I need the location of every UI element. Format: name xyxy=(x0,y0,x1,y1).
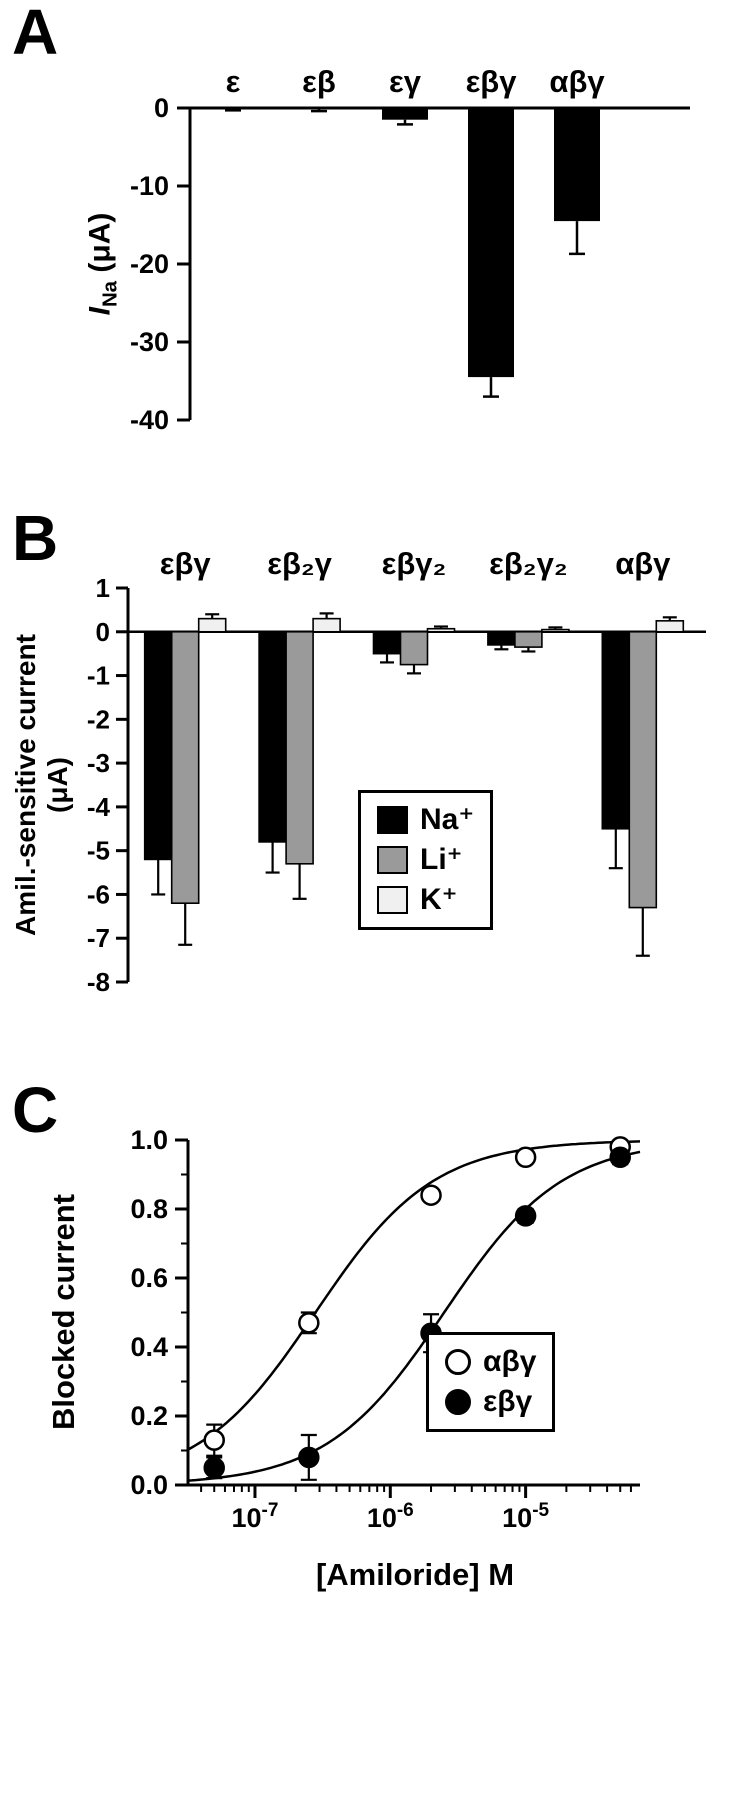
bar xyxy=(541,628,570,633)
y-tick-label: -2 xyxy=(87,704,110,734)
y-tick-label: -10 xyxy=(130,171,169,201)
group-label: εβ₂γ₂ xyxy=(489,546,567,581)
fit-curve xyxy=(187,1140,641,1451)
y-tick-label: -5 xyxy=(87,836,110,866)
y-tick-label: 1 xyxy=(96,573,110,603)
panel-c: C Blocked current 0.0 0.2 0.4 0.6 0.8 1.0 10-7… xyxy=(0,1060,740,1800)
y-tick-label: -20 xyxy=(130,249,169,279)
y-tick-label: 1.0 xyxy=(130,1125,168,1155)
bar xyxy=(468,108,514,378)
panel-a-letter: A xyxy=(12,0,59,68)
category-label: ε xyxy=(226,64,241,99)
filled-circle-marker xyxy=(203,1457,225,1479)
bar xyxy=(143,630,173,861)
y-tick-label: 0.0 xyxy=(130,1470,168,1500)
bar xyxy=(296,108,342,110)
y-tick-label: 0.8 xyxy=(130,1194,168,1224)
bar xyxy=(554,108,600,222)
category-label: εβγ xyxy=(466,64,518,99)
legend-item-na: Na⁺ xyxy=(377,805,474,835)
filled-circle-marker xyxy=(298,1446,320,1469)
y-tick-label: -3 xyxy=(87,748,110,778)
category-label: αβγ xyxy=(549,64,605,99)
bar xyxy=(197,617,227,633)
bar xyxy=(426,627,456,633)
li-color-swatch xyxy=(377,846,408,874)
open-circle-marker-icon xyxy=(445,1349,471,1375)
panel-a: A INa (μA) 0 -10 -20 -30 -40 ε εβ εγ εβγ αβγ xyxy=(0,0,740,500)
bar xyxy=(514,630,543,648)
group-label: εβγ₂ xyxy=(382,546,447,581)
na-color-swatch xyxy=(377,806,408,834)
x-tick-label: 10-6 xyxy=(367,1500,414,1533)
y-tick-label: 0.4 xyxy=(130,1332,168,1362)
y-tick-label: -7 xyxy=(87,923,110,953)
li-legend-label: Li⁺ xyxy=(420,843,463,876)
bar xyxy=(601,630,631,830)
y-tick-label: 0.2 xyxy=(130,1401,168,1431)
y-tick-label: -4 xyxy=(87,792,111,822)
bar xyxy=(312,617,341,633)
fit-curve xyxy=(187,1150,641,1482)
panel-c-letter: C xyxy=(12,1074,59,1146)
open-circle-marker xyxy=(203,1429,225,1451)
panel-c-plot: 0.0 0.2 0.4 0.6 0.8 1.0 10-7 10-6 10-5 xyxy=(130,1125,641,1533)
ebg-legend-label: εβγ xyxy=(483,1385,533,1418)
open-circle-marker xyxy=(514,1146,537,1168)
bar xyxy=(399,630,429,666)
bar xyxy=(372,630,402,655)
bar xyxy=(382,108,428,120)
group-label: εβγ xyxy=(160,546,212,581)
group-label: εβ₂γ xyxy=(267,546,332,581)
panel-b-legend: Na⁺ Li⁺ K⁺ xyxy=(358,790,494,930)
category-label: εγ xyxy=(389,64,422,99)
na-legend-label: Na⁺ xyxy=(420,803,475,836)
legend-item-k: K⁺ xyxy=(377,885,474,915)
filled-circle-marker-icon xyxy=(445,1389,471,1415)
panel-a-chart: 0 -10 -20 -30 -40 ε εβ εγ εβγ αβγ xyxy=(130,64,690,435)
y-tick-label: -40 xyxy=(130,405,169,435)
y-tick-label: -30 xyxy=(130,327,169,357)
panel-c-legend: αβγ εβγ xyxy=(426,1332,556,1432)
panel-b-letter: B xyxy=(12,502,59,574)
panel-c-x-axis-label: [Amiloride] M xyxy=(315,1557,515,1592)
open-circle-marker xyxy=(420,1184,442,1206)
filled-circle-marker xyxy=(609,1146,631,1168)
y-tick-label: -1 xyxy=(87,661,110,691)
panel-a-plot: 0 -10 -20 -30 -40 ε εβ εγ εβγ αβγ xyxy=(130,64,690,435)
category-label: εβ xyxy=(302,64,336,99)
bar xyxy=(487,630,516,646)
bar xyxy=(210,108,256,110)
y-tick-label: -8 xyxy=(87,967,110,997)
k-legend-label: K⁺ xyxy=(420,883,458,916)
y-tick-label: -6 xyxy=(87,879,110,909)
legend-item-abg: αβγ xyxy=(445,1347,536,1377)
legend-item-ebg: εβγ xyxy=(445,1387,536,1417)
abg-legend-label: αβγ xyxy=(483,1345,537,1378)
bar xyxy=(170,630,200,904)
legend-item-li: Li⁺ xyxy=(377,845,474,875)
panel-c-chart: 0.0 0.2 0.4 0.6 0.8 1.0 10-7 10-6 10-5 xyxy=(130,1125,641,1533)
bar xyxy=(258,630,287,843)
panel-b-chart: 1 0 -1 -2 -3 -4 -5 -6 -7 -8 εβγ εβ₂γ εβγ₂ εβ₂γ₂ αβγ xyxy=(87,546,706,997)
group-label: αβγ xyxy=(615,546,671,581)
x-tick-label: 10-7 xyxy=(231,1500,278,1533)
filled-circle-marker xyxy=(514,1205,537,1227)
x-tick-label: 10-5 xyxy=(502,1500,549,1533)
open-circle-marker xyxy=(298,1312,320,1334)
bar xyxy=(285,630,314,865)
bar xyxy=(655,620,685,633)
bar xyxy=(628,630,658,909)
y-tick-label: 0.6 xyxy=(130,1263,168,1293)
panel-b-plot: 1 0 -1 -2 -3 -4 -5 -6 -7 -8 εβγ εβ₂γ εβγ₂ εβ₂γ₂ αβγ xyxy=(87,546,706,997)
panel-b: B Amil.-sensitive current (μA) 1 0 -1 -2 -3-… xyxy=(0,500,740,1060)
k-color-swatch xyxy=(377,886,408,914)
y-tick-label: 0 xyxy=(154,93,169,123)
y-tick-label: 0 xyxy=(96,617,110,647)
